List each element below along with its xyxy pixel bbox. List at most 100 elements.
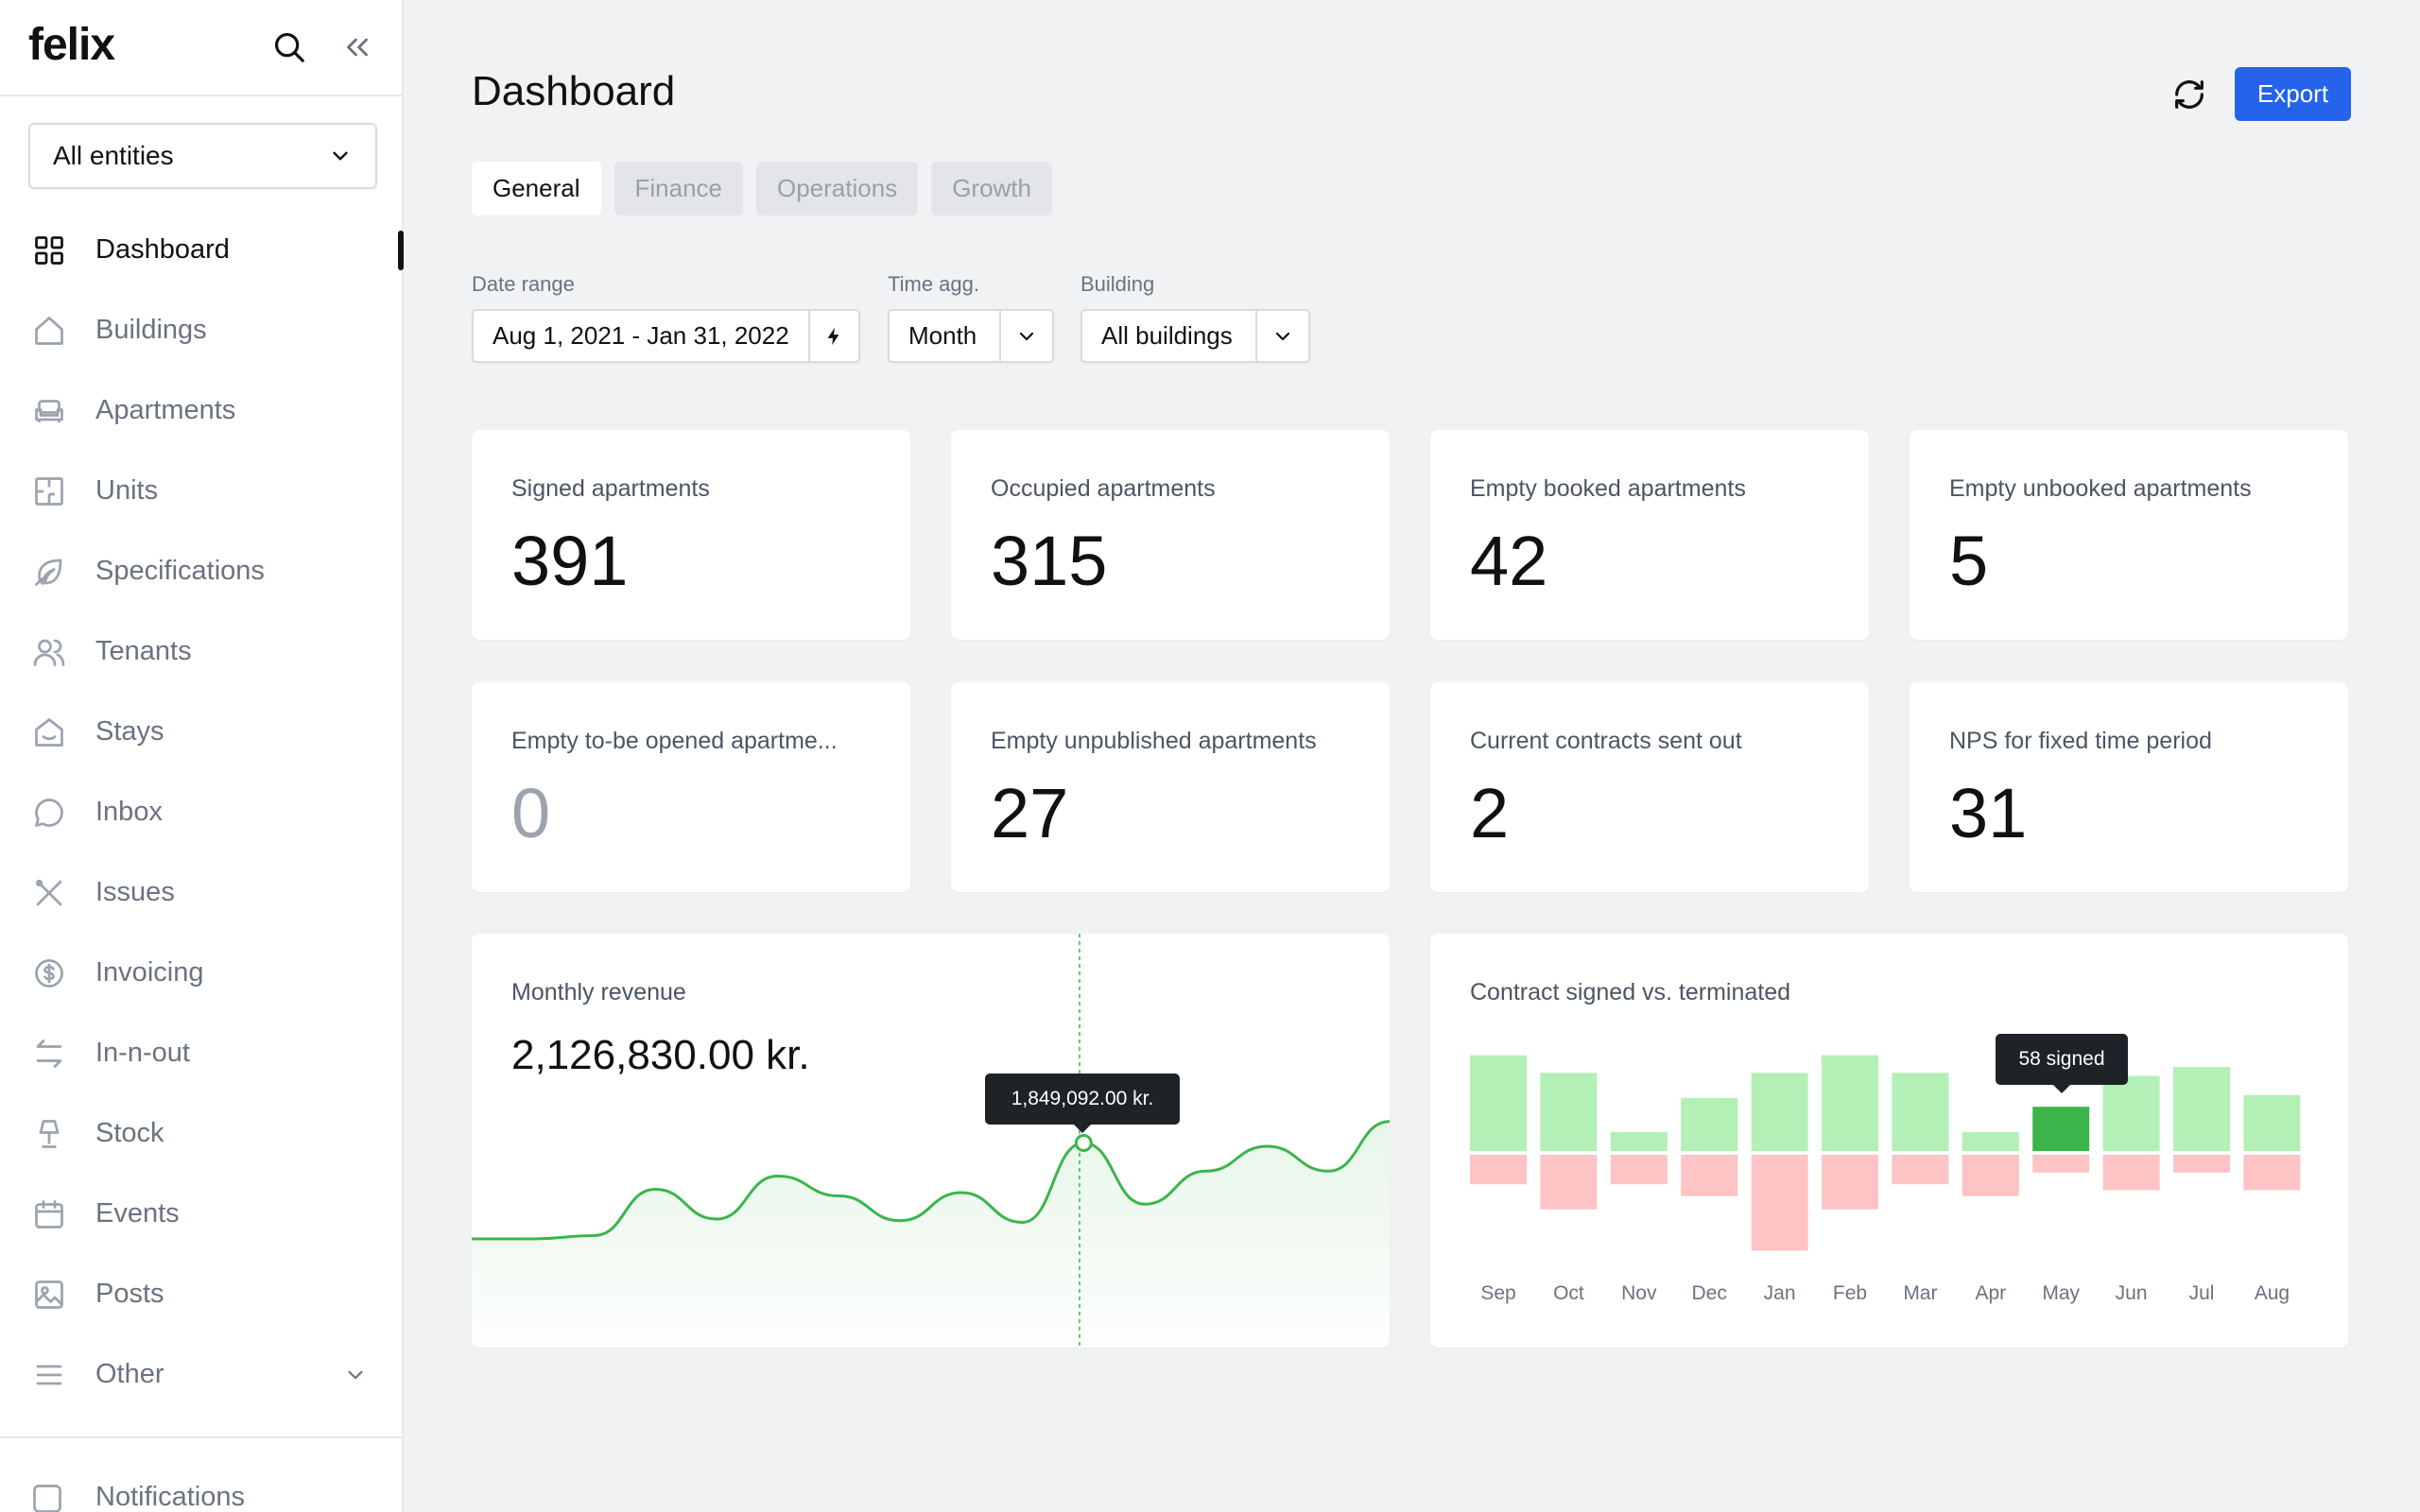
x-tick-label: Jun <box>2116 1282 2148 1304</box>
kpi-label: Empty to-be opened apartme... <box>511 728 838 754</box>
sidebar-item-notifications[interactable]: Notifications <box>0 1455 434 1512</box>
kpi-card-occupied: Occupied apartments 315 <box>951 430 1390 640</box>
users-icon <box>30 633 68 671</box>
terminated-bar[interactable] <box>1822 1155 1878 1210</box>
contracts-chart-card: Contract signed vs. terminated Sep Oct Nov… <box>1430 934 2348 1348</box>
revenue-total: 2,126,830.00 kr. <box>511 1032 810 1078</box>
terminated-bar[interactable] <box>1892 1155 1949 1185</box>
sidebar-item-dashboard[interactable]: Dashboard <box>0 210 404 290</box>
sidebar-item-specifications[interactable]: Specifications <box>0 531 404 611</box>
entity-select[interactable]: All entities <box>28 123 377 189</box>
terminated-bar[interactable] <box>1962 1155 2019 1196</box>
sidebar-item-stock[interactable]: Stock <box>0 1093 404 1174</box>
entity-select-value: All entities <box>53 141 174 170</box>
revenue-line-chart[interactable] <box>472 934 1390 1348</box>
leaf-icon <box>30 553 68 591</box>
signed-bar[interactable] <box>1540 1073 1598 1151</box>
x-tick-label: Dec <box>1692 1282 1727 1304</box>
sidebar-item-stays[interactable]: Stays <box>0 692 404 772</box>
sidebar-item-units[interactable]: Units <box>0 451 404 531</box>
chart-title: Monthly revenue <box>511 979 686 1005</box>
floorplan-icon <box>30 472 68 510</box>
terminated-bar[interactable] <box>2243 1155 2301 1191</box>
collapse-sidebar-icon[interactable] <box>337 26 378 68</box>
terminated-bar[interactable] <box>2032 1155 2090 1173</box>
export-button[interactable]: Export <box>2235 67 2351 121</box>
sidebar-item-issues[interactable]: Issues <box>0 852 404 933</box>
contracts-tooltip: 58 signed <box>1996 1034 2128 1093</box>
sidebar-item-tenants[interactable]: Tenants <box>0 611 404 692</box>
terminated-bar[interactable] <box>1540 1155 1598 1210</box>
kpi-value: 27 <box>991 774 1069 852</box>
date-range-picker[interactable]: Aug 1, 2021 - Jan 31, 2022 <box>472 309 860 363</box>
building-value: All buildings <box>1101 321 1233 350</box>
chevron-down-icon[interactable] <box>1255 311 1308 361</box>
terminated-bar[interactable] <box>2102 1155 2160 1191</box>
signed-bar[interactable] <box>1892 1073 1949 1151</box>
signed-bar[interactable] <box>2173 1067 2230 1151</box>
kpi-label: Empty unbooked apartments <box>1949 475 2252 502</box>
search-icon[interactable] <box>268 26 310 68</box>
sidebar-nav: Dashboard Buildings Apartments Units Spe… <box>0 210 404 1415</box>
kpi-card-nps: NPS for fixed time period 31 <box>1910 682 2348 892</box>
kpi-value: 0 <box>511 774 551 852</box>
terminated-bar[interactable] <box>1470 1155 1527 1185</box>
signed-bar[interactable] <box>1470 1055 1527 1151</box>
signed-bar[interactable] <box>1681 1097 1738 1151</box>
sidebar-item-in-n-out[interactable]: In-n-out <box>0 1013 404 1093</box>
contracts-bar-chart[interactable]: Sep Oct Nov Dec Jan Feb Mar Apr May Jun Jul Aug <box>1430 934 2348 1348</box>
revenue-chart-card: Monthly revenue 2,126,830.00 kr. 1,849,0… <box>472 934 1390 1348</box>
terminated-bar[interactable] <box>1610 1155 1668 1185</box>
x-tick-label: May <box>2042 1282 2080 1304</box>
sidebar-item-buildings[interactable]: Buildings <box>0 290 404 370</box>
tab-finance[interactable]: Finance <box>614 162 743 215</box>
app-logo: felix <box>28 20 115 70</box>
x-tick-label: Aug <box>2255 1282 2290 1304</box>
tools-icon <box>30 874 68 912</box>
signed-bar[interactable] <box>2102 1075 2160 1151</box>
lamp-icon <box>30 1115 68 1153</box>
sidebar-divider <box>0 94 402 96</box>
sidebar-item-label: In-n-out <box>95 1038 190 1068</box>
terminated-bar[interactable] <box>1681 1155 1738 1196</box>
sidebar-item-inbox[interactable]: Inbox <box>0 772 404 852</box>
lightning-icon[interactable] <box>807 311 858 361</box>
revenue-line <box>472 1120 1390 1241</box>
time-agg-select[interactable]: Month <box>888 309 1054 363</box>
sidebar-item-events[interactable]: Events <box>0 1174 404 1254</box>
kpi-value: 315 <box>991 522 1108 600</box>
signed-bar[interactable] <box>1962 1131 2019 1151</box>
signed-bar[interactable] <box>2243 1094 2301 1151</box>
chevron-down-icon[interactable] <box>999 311 1052 361</box>
sidebar-item-label: Apartments <box>95 395 236 425</box>
date-range-value: Aug 1, 2021 - Jan 31, 2022 <box>493 321 789 350</box>
kpi-value: 42 <box>1470 522 1548 600</box>
kpi-card-signed: Signed apartments 391 <box>472 430 910 640</box>
terminated-bar[interactable] <box>2173 1155 2230 1173</box>
revenue-area <box>472 1121 1390 1348</box>
menu-icon <box>30 1356 68 1394</box>
building-select[interactable]: All buildings <box>1080 309 1310 363</box>
revenue-tooltip: 1,849,092.00 kr. <box>985 1074 1180 1133</box>
signed-bar[interactable] <box>1751 1073 1808 1151</box>
signed-bar[interactable] <box>1610 1131 1668 1151</box>
kpi-value: 391 <box>511 522 629 600</box>
sidebar-item-invoicing[interactable]: Invoicing <box>0 933 404 1013</box>
time-agg-label: Time agg. <box>888 272 980 296</box>
signed-bar[interactable] <box>2032 1107 2090 1151</box>
kpi-label: NPS for fixed time period <box>1949 728 2212 754</box>
sidebar-item-label: Issues <box>95 877 175 907</box>
chevron-down-icon <box>328 144 353 168</box>
tab-general[interactable]: General <box>472 162 601 215</box>
sidebar-item-label: Units <box>95 475 159 506</box>
sidebar-item-posts[interactable]: Posts <box>0 1254 404 1334</box>
signed-bar[interactable] <box>1822 1055 1878 1151</box>
tab-growth[interactable]: Growth <box>931 162 1052 215</box>
tab-operations[interactable]: Operations <box>756 162 919 215</box>
terminated-bar[interactable] <box>1751 1155 1808 1251</box>
highlight-point[interactable] <box>1074 1134 1093 1152</box>
sidebar-item-other[interactable]: Other <box>0 1334 404 1415</box>
sidebar-item-apartments[interactable]: Apartments <box>0 370 404 451</box>
kpi-label: Current contracts sent out <box>1470 728 1742 754</box>
refresh-icon[interactable] <box>2167 72 2212 117</box>
